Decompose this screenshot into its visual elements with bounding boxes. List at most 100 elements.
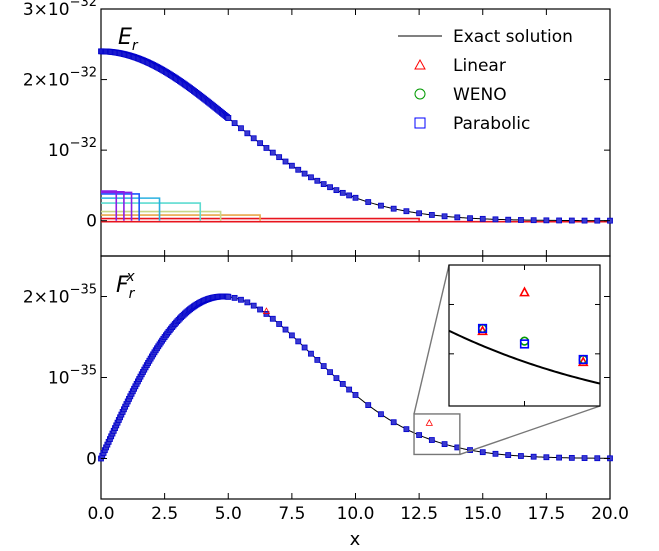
top-panel-label: Er bbox=[118, 25, 139, 54]
inset-exact-solution-line bbox=[448, 329, 601, 385]
parabolic-marker bbox=[581, 217, 588, 224]
parabolic-marker bbox=[333, 375, 340, 382]
y-tick-label: 2×10−32 bbox=[23, 66, 97, 91]
parabolic-marker bbox=[543, 217, 550, 224]
parabolic-marker bbox=[314, 356, 321, 363]
parabolic-marker bbox=[352, 392, 359, 398]
parabolic-marker bbox=[269, 149, 276, 156]
parabolic-marker bbox=[346, 386, 353, 393]
parabolic-marker bbox=[276, 154, 283, 161]
legend-triangle-marker bbox=[414, 58, 426, 70]
x-tick-label: 2.5 bbox=[151, 504, 178, 524]
parabolic-marker bbox=[282, 158, 289, 165]
inset-linear-marker bbox=[519, 286, 530, 297]
parabolic-marker bbox=[594, 455, 601, 462]
zoom-connector-line bbox=[459, 405, 601, 456]
inset-parabolic-marker bbox=[477, 323, 488, 334]
parabolic-marker bbox=[327, 369, 333, 376]
parabolic-marker bbox=[518, 453, 524, 459]
parabolic-marker bbox=[428, 212, 435, 218]
parabolic-marker bbox=[416, 210, 423, 217]
parabolic-marker bbox=[282, 326, 289, 333]
parabolic-marker bbox=[530, 453, 537, 460]
parabolic-marker bbox=[320, 181, 327, 187]
parabolic-marker bbox=[231, 294, 238, 301]
parabolic-marker bbox=[505, 216, 512, 223]
mesh-level-line bbox=[101, 210, 222, 221]
mesh-level-line bbox=[101, 197, 161, 221]
parabolic-marker bbox=[257, 306, 263, 313]
parabolic-marker bbox=[250, 302, 257, 309]
zoom-connector-line bbox=[413, 264, 450, 415]
x-tick-label: 0.0 bbox=[87, 504, 114, 524]
x-tick-label: 7.5 bbox=[278, 504, 305, 524]
parabolic-marker bbox=[257, 140, 263, 147]
x-tick-label: 5.0 bbox=[215, 504, 242, 524]
parabolic-marker bbox=[269, 315, 276, 322]
legend-entry-label: Parabolic bbox=[453, 114, 530, 134]
parabolic-marker bbox=[556, 454, 562, 461]
parabolic-marker bbox=[225, 115, 232, 121]
y-tick-label: 0 bbox=[86, 450, 97, 470]
mesh-level-line bbox=[101, 217, 420, 221]
bottom-x-ticks: 0.0 2.5 5.0 7.5 10.0 12.5 15.0 17.5 20.0 bbox=[87, 256, 629, 524]
parabolic-marker bbox=[581, 455, 588, 461]
parabolic-marker bbox=[441, 441, 448, 448]
parabolic-marker bbox=[346, 192, 353, 199]
inset-plot bbox=[448, 264, 601, 407]
top-y-ticks: 0 10−32 2×10−32 3×10−32 bbox=[23, 0, 610, 232]
legend: Exact solution Linear WENO Parabolic bbox=[398, 27, 573, 134]
parabolic-marker bbox=[238, 125, 244, 132]
parabolic-marker bbox=[238, 296, 244, 303]
parabolic-marker bbox=[390, 419, 397, 426]
bottom-markers bbox=[98, 293, 613, 462]
parabolic-marker bbox=[320, 363, 327, 369]
parabolic-marker bbox=[327, 184, 333, 191]
x-tick-label: 17.5 bbox=[527, 504, 565, 524]
mesh-level-line bbox=[101, 190, 118, 221]
legend-entry-label: Exact solution bbox=[453, 27, 573, 47]
parabolic-marker bbox=[308, 350, 314, 357]
legend-square-marker bbox=[414, 117, 426, 129]
y-tick-label: 0 bbox=[86, 212, 97, 232]
parabolic-marker bbox=[314, 177, 321, 184]
parabolic-marker bbox=[378, 202, 384, 209]
zoom-rectangle bbox=[413, 413, 461, 456]
parabolic-marker bbox=[231, 120, 238, 127]
parabolic-marker bbox=[244, 130, 251, 137]
legend-entry-label: Linear bbox=[453, 56, 506, 76]
parabolic-marker bbox=[594, 217, 601, 224]
x-tick-label: 10.0 bbox=[337, 504, 375, 524]
parabolic-marker bbox=[250, 135, 257, 142]
parabolic-marker bbox=[263, 145, 270, 151]
parabolic-marker bbox=[276, 321, 283, 327]
parabolic-marker bbox=[530, 217, 537, 224]
parabolic-marker bbox=[428, 437, 435, 443]
parabolic-marker bbox=[333, 187, 340, 194]
parabolic-marker bbox=[492, 216, 499, 223]
y-tick-label: 10−32 bbox=[48, 136, 97, 161]
inset-linear-marker bbox=[477, 325, 488, 336]
linear-outlier-marker bbox=[262, 307, 271, 314]
inset-linear-marker bbox=[577, 356, 589, 367]
mesh-level-line bbox=[101, 193, 140, 221]
parabolic-marker bbox=[288, 332, 295, 339]
x-axis-label: x bbox=[350, 529, 361, 550]
parabolic-marker bbox=[295, 338, 302, 345]
parabolic-marker bbox=[505, 452, 512, 458]
parabolic-marker bbox=[365, 199, 372, 205]
parabolic-marker bbox=[308, 174, 314, 181]
parabolic-marker bbox=[403, 426, 410, 433]
parabolic-marker bbox=[543, 454, 550, 461]
bottom-y-ticks: 0 10−35 2×10−35 bbox=[23, 283, 610, 470]
parabolic-marker bbox=[244, 299, 251, 306]
x-tick-label: 12.5 bbox=[400, 504, 438, 524]
y-tick-label: 10−35 bbox=[48, 364, 97, 389]
inset-parabolic-marker bbox=[519, 339, 530, 349]
parabolic-marker bbox=[454, 444, 461, 451]
parabolic-marker bbox=[454, 214, 461, 221]
parabolic-marker bbox=[479, 215, 486, 222]
parabolic-marker bbox=[390, 205, 397, 212]
parabolic-marker bbox=[365, 402, 372, 409]
